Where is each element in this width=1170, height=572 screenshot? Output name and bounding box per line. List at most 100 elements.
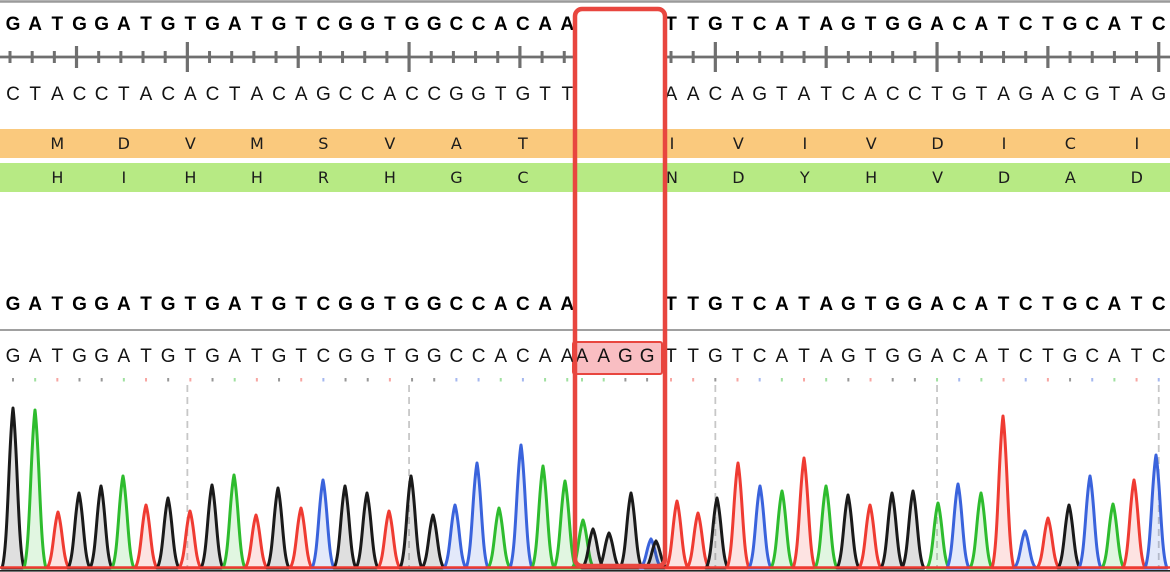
base-letter: A bbox=[774, 14, 789, 35]
base-letter: A bbox=[117, 346, 131, 367]
base-letter: A bbox=[250, 84, 264, 105]
base-letter: A bbox=[493, 14, 508, 35]
base-letter: T bbox=[1130, 346, 1143, 367]
base-letter: A bbox=[50, 84, 64, 105]
base-letter: G bbox=[160, 14, 176, 35]
base-letter: C bbox=[752, 14, 767, 35]
amino-acid-letter: C bbox=[517, 168, 529, 187]
base-letter: G bbox=[907, 294, 923, 315]
base-letter: A bbox=[28, 294, 43, 315]
trace-peak-T bbox=[376, 509, 402, 570]
base-letter: T bbox=[975, 84, 988, 105]
amino-acid-letter: I bbox=[1134, 134, 1140, 153]
trace-peak-A bbox=[110, 474, 136, 570]
base-letter: C bbox=[316, 294, 331, 315]
base-letter: T bbox=[251, 294, 263, 315]
amino-acid-letter: H bbox=[51, 168, 64, 187]
trace-peak-C bbox=[442, 503, 468, 570]
base-letter: G bbox=[907, 14, 923, 35]
base-letter: A bbox=[930, 14, 944, 35]
trace-peak-T bbox=[664, 499, 690, 570]
base-letter: A bbox=[1107, 14, 1122, 35]
base-letter: G bbox=[707, 294, 723, 315]
base-letter: C bbox=[427, 84, 442, 105]
amino-acid-letter: M bbox=[249, 134, 264, 153]
base-letter: C bbox=[449, 294, 464, 315]
base-letter: G bbox=[94, 346, 110, 367]
base-letter: A bbox=[775, 346, 789, 367]
base-letter: C bbox=[1151, 14, 1166, 35]
base-letter: G bbox=[840, 294, 856, 315]
trace-peak-T bbox=[1121, 478, 1147, 570]
base-letter: T bbox=[731, 346, 744, 367]
trace-peak-G bbox=[900, 489, 926, 570]
base-letter: A bbox=[686, 84, 700, 105]
base-letter: T bbox=[184, 14, 197, 35]
amino-acid-letter: T bbox=[518, 134, 528, 153]
amino-acid-letter: H bbox=[865, 168, 878, 187]
trace-peak-A bbox=[1100, 502, 1126, 570]
base-letter: C bbox=[72, 84, 87, 105]
base-letter: A bbox=[1107, 294, 1122, 315]
amino-acid-letter: G bbox=[450, 168, 463, 187]
amino-acid-letter: D bbox=[1130, 168, 1143, 187]
amino-acid-letter: I bbox=[802, 134, 808, 153]
trace-peak-A bbox=[530, 464, 556, 570]
trace-peak-T bbox=[1035, 516, 1061, 570]
base-letter: G bbox=[72, 294, 87, 315]
trace-peaks bbox=[0, 406, 1169, 570]
base-letter: T bbox=[1042, 346, 1054, 367]
base-letter: T bbox=[731, 14, 744, 35]
base-letter: G bbox=[951, 84, 967, 105]
base-letter: G bbox=[5, 346, 21, 367]
base-letter: A bbox=[597, 346, 611, 367]
base-letter: C bbox=[952, 14, 967, 35]
base-letter: A bbox=[560, 294, 575, 315]
base-letter: T bbox=[931, 84, 943, 105]
base-letter: T bbox=[864, 14, 877, 35]
trace-peak-C bbox=[310, 478, 336, 570]
insertion-highlight-box[interactable] bbox=[572, 341, 663, 375]
base-letter: T bbox=[776, 84, 788, 105]
trace-peak-G bbox=[88, 484, 114, 570]
base-letter: A bbox=[538, 346, 552, 367]
trace-peak-G bbox=[199, 483, 225, 570]
base-letter: A bbox=[494, 346, 508, 367]
base-letter: C bbox=[516, 346, 530, 367]
base-letter: T bbox=[384, 14, 396, 35]
amino-acid-letter: H bbox=[383, 168, 396, 187]
amino-acid-letter: C bbox=[1064, 134, 1076, 153]
base-letter: T bbox=[384, 294, 396, 315]
amino-acid-letter: V bbox=[932, 168, 944, 187]
base-letter: A bbox=[997, 84, 1010, 105]
base-letter: G bbox=[840, 14, 856, 35]
base-letter: G bbox=[360, 346, 376, 367]
base-letter: G bbox=[426, 14, 442, 35]
amino-acid-letter: N bbox=[666, 168, 678, 187]
base-letter: C bbox=[6, 84, 20, 105]
base-letter: T bbox=[665, 294, 677, 315]
base-letter: T bbox=[997, 14, 1010, 35]
base-letter: A bbox=[974, 294, 989, 315]
selection-box-outline[interactable] bbox=[572, 6, 668, 569]
base-letter: A bbox=[797, 84, 811, 105]
base-letter: C bbox=[752, 294, 767, 315]
base-letter: G bbox=[271, 346, 287, 367]
amino-acid-letter: V bbox=[184, 134, 196, 153]
base-letter: C bbox=[1085, 346, 1100, 367]
base-letter: A bbox=[116, 14, 131, 35]
base-letter: G bbox=[338, 14, 353, 35]
base-letter: C bbox=[516, 294, 530, 315]
base-letter: A bbox=[664, 84, 678, 105]
trace-peak-T bbox=[725, 461, 751, 570]
base-letter: G bbox=[1151, 84, 1167, 105]
base-letter: T bbox=[140, 346, 152, 367]
base-letter: C bbox=[94, 84, 109, 105]
